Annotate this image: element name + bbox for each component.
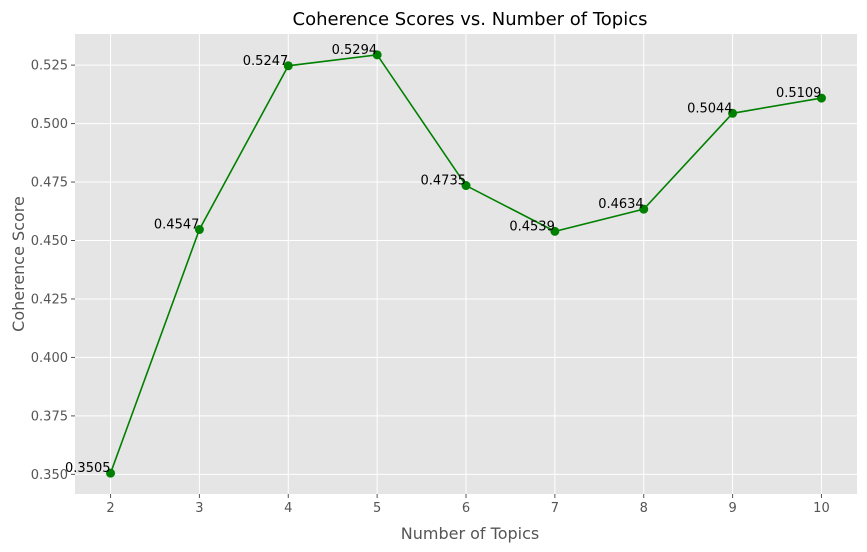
y-tick-label: 0.525	[31, 59, 68, 74]
y-tick-label: 0.375	[31, 409, 68, 424]
y-axis-label: Coherence Score	[9, 196, 28, 332]
data-label: 0.4539	[509, 219, 555, 234]
y-tick-label: 0.400	[31, 351, 68, 366]
data-point	[194, 225, 204, 235]
x-tick-label: 5	[373, 501, 381, 516]
data-label: 0.4735	[421, 174, 467, 189]
data-point	[816, 93, 826, 103]
y-tick-label: 0.350	[31, 468, 68, 483]
x-tick-label: 7	[551, 501, 559, 516]
data-point	[639, 204, 649, 214]
data-label: 0.5044	[687, 101, 733, 116]
x-axis-label: Number of Topics	[401, 524, 539, 543]
x-tick-label: 2	[106, 501, 114, 516]
x-tick-label: 4	[284, 501, 292, 516]
y-tick-label: 0.425	[31, 292, 68, 307]
chart-title: Coherence Scores vs. Number of Topics	[293, 9, 648, 30]
data-point	[550, 226, 560, 236]
data-label: 0.4634	[598, 197, 644, 212]
data-point	[106, 468, 116, 478]
data-point	[728, 108, 738, 118]
y-tick-label: 0.500	[31, 117, 68, 132]
x-tick-label: 9	[728, 501, 736, 516]
x-tick-label: 6	[462, 501, 470, 516]
data-labels: 0.3505 0.4547 0.5247 0.5294 0.4735 0.4539 0.46…	[65, 43, 821, 476]
data-point	[283, 61, 293, 71]
x-tick-label: 8	[640, 501, 648, 516]
y-tick-label: 0.475	[31, 176, 68, 191]
x-axis-ticks: 2 3 4 5 6 7 8 9 10	[106, 494, 830, 516]
data-label: 0.3505	[65, 461, 111, 476]
data-label: 0.5294	[332, 43, 378, 58]
data-points	[106, 50, 826, 478]
data-label: 0.5109	[776, 86, 822, 101]
data-label: 0.4547	[154, 218, 200, 233]
y-axis-ticks: 0.350 0.375 0.400 0.425 0.450 0.475 0.500 0.525	[31, 59, 75, 483]
data-point	[461, 181, 471, 191]
data-label: 0.5247	[243, 54, 289, 69]
x-tick-label: 10	[813, 501, 830, 516]
x-tick-label: 3	[195, 501, 203, 516]
y-tick-label: 0.450	[31, 234, 68, 249]
data-point	[372, 50, 382, 60]
